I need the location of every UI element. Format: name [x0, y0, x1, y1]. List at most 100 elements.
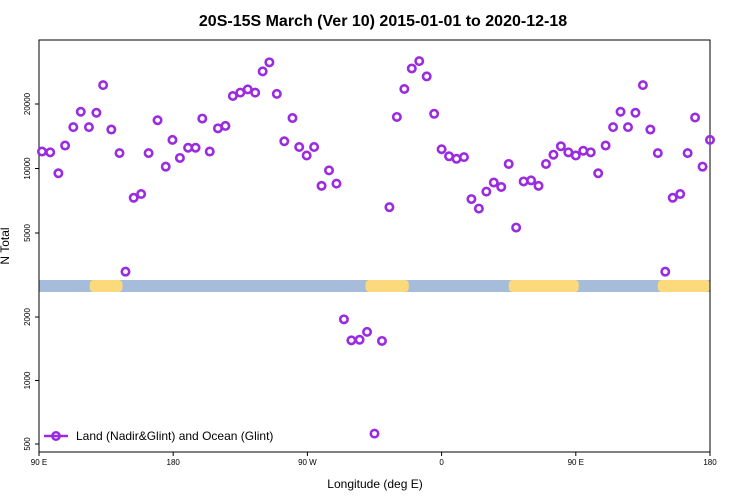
data-point [682, 148, 693, 159]
data-point [645, 124, 656, 135]
data-point [570, 150, 581, 161]
data-point [585, 147, 596, 158]
data-point [167, 134, 178, 145]
data-point [526, 175, 537, 186]
data-point [421, 71, 432, 82]
data-point [197, 113, 208, 124]
land-band-2 [508, 280, 579, 292]
data-point [152, 115, 163, 126]
data-point [279, 136, 290, 147]
data-point [369, 428, 380, 439]
y-tick-label: 1000 [23, 371, 32, 389]
data-point [652, 148, 663, 159]
legend-label: Land (Nadir&Glint) and Ocean (Glint) [76, 429, 273, 443]
data-point [160, 161, 171, 172]
land-band-1 [365, 280, 409, 292]
data-point [488, 177, 499, 188]
legend: Land (Nadir&Glint) and Ocean (Glint) [44, 429, 273, 443]
data-point [555, 141, 566, 152]
data-point [331, 178, 342, 189]
data-points [36, 56, 715, 439]
legend-marker [51, 431, 61, 441]
data-point [362, 326, 373, 337]
data-point [120, 266, 131, 277]
data-point [533, 180, 544, 191]
data-point [511, 222, 522, 233]
data-point [458, 152, 469, 163]
y-tick-label: 5000 [23, 224, 32, 242]
data-point [637, 80, 648, 91]
y-tick-label: 500 [23, 437, 32, 451]
data-point [429, 108, 440, 119]
data-point [630, 107, 641, 118]
data-point [660, 266, 671, 277]
data-point [316, 180, 327, 191]
data-point [45, 147, 56, 158]
data-point [338, 314, 349, 325]
data-point [174, 152, 185, 163]
data-point [399, 83, 410, 94]
data-point [354, 334, 365, 345]
data-point [53, 168, 64, 179]
data-point [143, 148, 154, 159]
data-point [83, 122, 94, 133]
data-point [503, 158, 514, 169]
x-axis: 90 E 180 90 W 0 90 E 180 [31, 452, 717, 467]
data-point [384, 202, 395, 213]
data-point [136, 189, 147, 200]
data-point [220, 120, 231, 131]
chart-title: 20S-15S March (Ver 10) 2015-01-01 to 202… [199, 13, 567, 30]
plot-area [38, 39, 711, 453]
y-axis: 5000 10000 20000 500 1000 2000 [23, 92, 39, 451]
data-point [697, 161, 708, 172]
data-point [690, 112, 701, 123]
y-tick-label: 20000 [23, 92, 32, 115]
land-band-4 [668, 280, 710, 292]
data-point [600, 140, 611, 151]
y-axis-label: N Total [0, 227, 12, 264]
data-point [593, 168, 604, 179]
data-point [204, 146, 215, 157]
x-tick-label: 90 E [568, 458, 584, 467]
data-point [436, 144, 447, 155]
land-band-0 [89, 280, 123, 292]
data-point [667, 192, 678, 203]
data-point [301, 150, 312, 161]
data-point [466, 194, 477, 205]
data-point [704, 134, 715, 145]
data-point [622, 122, 633, 133]
x-axis-label: Longitude (deg E) [327, 477, 422, 491]
data-point [615, 106, 626, 117]
data-point [227, 90, 238, 101]
y-tick-label: 10000 [23, 157, 32, 180]
x-tick-label: 180 [703, 458, 717, 467]
data-point [540, 158, 551, 169]
data-point [271, 88, 282, 99]
data-point [114, 148, 125, 159]
data-point [391, 111, 402, 122]
y-tick-label: 2000 [23, 308, 32, 326]
data-point [496, 181, 507, 192]
data-point [264, 57, 275, 68]
data-point [60, 140, 71, 151]
data-point [675, 189, 686, 200]
data-point [128, 192, 139, 203]
data-point [324, 165, 335, 176]
surface-band [39, 280, 710, 292]
data-point [346, 335, 357, 346]
data-point [294, 141, 305, 152]
data-point [548, 149, 559, 160]
x-tick-label: 180 [167, 458, 181, 467]
data-point [68, 122, 79, 133]
data-point [75, 106, 86, 117]
data-point [190, 142, 201, 153]
data-point [376, 335, 387, 346]
data-point [287, 113, 298, 124]
data-point [250, 87, 261, 98]
data-point [414, 56, 425, 67]
data-point [36, 146, 47, 157]
data-point [481, 186, 492, 197]
data-point [91, 107, 102, 118]
x-tick-label: 90 W [298, 458, 317, 467]
